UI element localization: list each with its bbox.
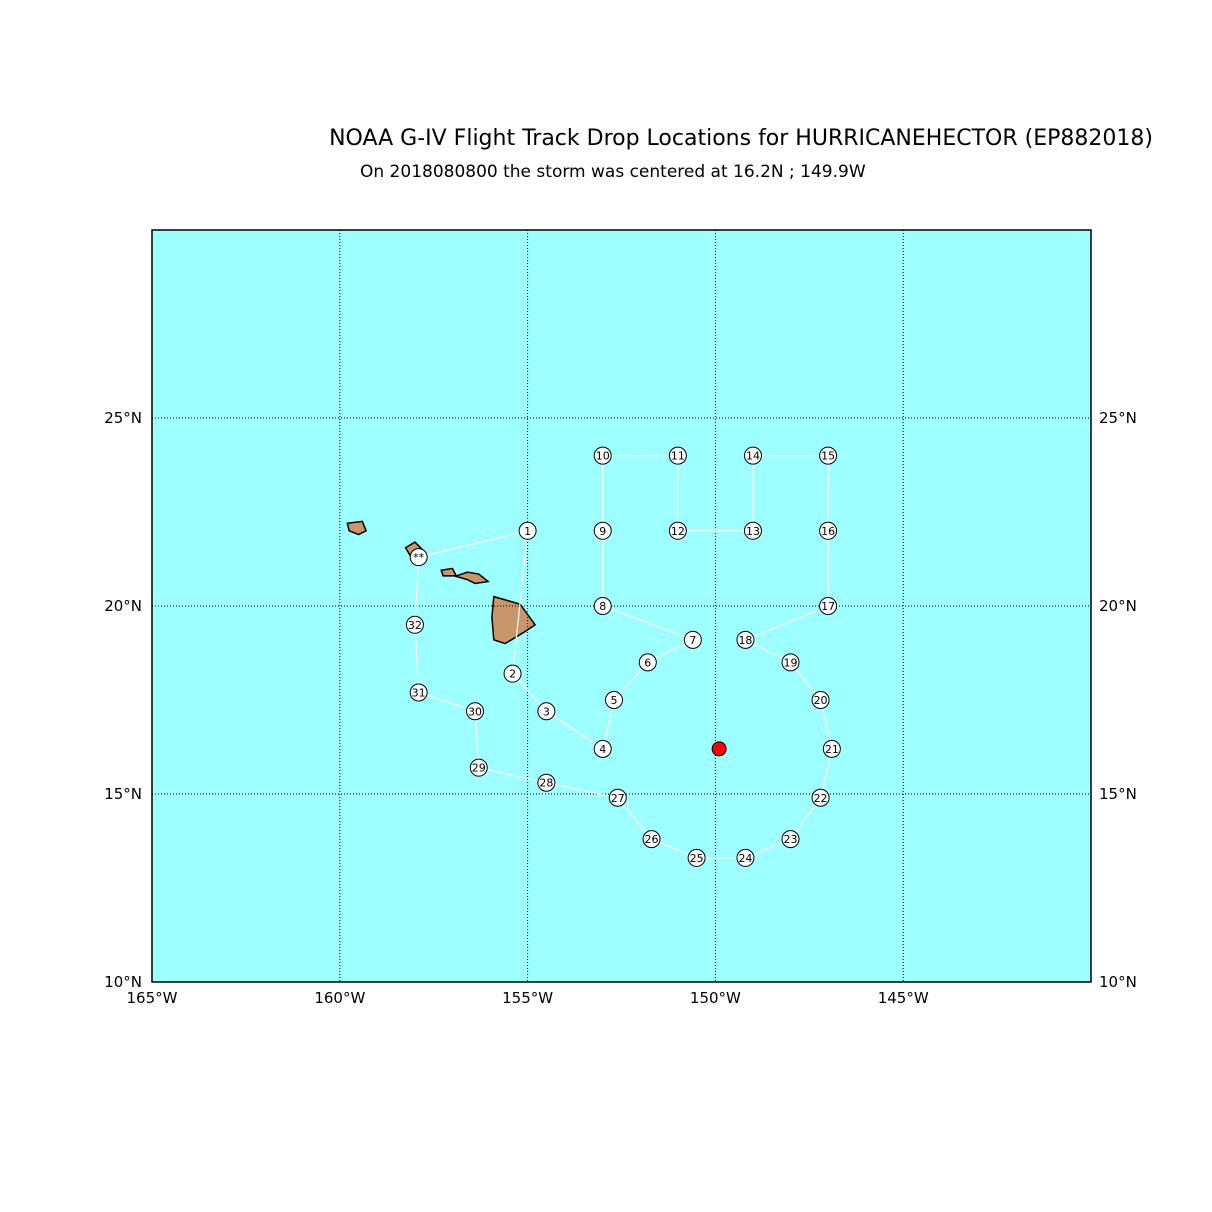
drop-point [608,788,627,807]
drop-label: 3 [543,705,550,718]
drop-point [537,702,556,721]
drop-point [811,691,830,709]
drop-label: 12 [671,525,685,538]
chart-subtitle: On 2018080800 the storm was centered at … [360,162,866,182]
drop-point [819,446,838,465]
island-molokai-maui [440,567,490,585]
lon-tick-label: 145°W [878,989,929,1007]
drop-label: 2 [509,668,516,681]
drop-point [811,788,830,807]
drop-point [405,615,424,634]
drop-label: 28 [539,777,553,790]
drop-label: 11 [671,450,685,463]
drop-label: 18 [738,634,752,647]
drop-label: 27 [611,792,625,805]
drop-point [537,773,556,792]
drop-label: 16 [821,525,835,538]
lon-tick-label: 160°W [314,989,365,1007]
lat-tick-label-left: 25°N [104,409,142,427]
flight-track [414,455,833,859]
drop-label: 23 [784,833,798,846]
drop-label: 6 [644,656,651,669]
drop-label: 31 [412,686,426,699]
drop-label: 25 [690,852,704,865]
drop-point [593,597,612,615]
storm-layer [711,741,727,757]
drop-point [683,630,702,649]
island-kauai [346,520,368,536]
drop-point [593,521,612,540]
drop-point [743,446,762,465]
drop-point [819,597,838,615]
drop-point [409,683,428,702]
drop-label: 15 [821,450,835,463]
drop-label: 29 [472,762,486,775]
drop-point [668,521,687,540]
lat-tick-label-left: 20°N [104,597,142,615]
lat-tick-label-left: 10°N [104,973,142,991]
lon-tick-label: 155°W [502,989,553,1007]
drop-point [822,739,841,758]
drop-point [736,848,755,867]
drop-point [638,653,657,672]
drop-label: 19 [784,656,798,669]
lat-tick-label-right: 15°N [1099,785,1137,803]
drop-label: 26 [645,833,659,846]
drop-point [687,848,706,867]
drop-point [518,521,537,540]
lon-tick-label: 150°W [690,989,741,1007]
drop-label: 22 [814,792,828,805]
lon-tick-label: 165°W [127,989,178,1007]
drop-label: 21 [825,743,839,756]
gridlines [152,230,1091,982]
storm-center-marker [711,741,727,757]
drop-point [743,521,762,540]
drop-label: 32 [408,619,422,632]
lat-tick-label-right: 20°N [1099,597,1137,615]
drop-point [593,739,612,758]
drop-point [781,830,800,849]
drop-label: 8 [599,600,606,613]
drop-label: 4 [599,743,606,756]
drop-label: 30 [468,705,482,718]
lat-tick-label-right: 25°N [1099,409,1137,427]
drop-label: 5 [610,694,617,707]
lat-tick-label-left: 15°N [104,785,142,803]
lat-tick-label-right: 10°N [1099,973,1137,991]
drop-label: 1 [524,525,531,538]
launch-marker-label: ** [413,551,425,564]
island-hawaii [491,595,537,645]
track-line [414,455,833,859]
drop-point [668,446,687,465]
axis-tick-labels: 165°W 160°W 155°W 150°W 145°W 10°N 10°N 15°N 15°… [104,409,1137,1007]
drop-label: 24 [738,852,752,865]
drop-point [819,521,838,540]
drop-label: 7 [689,634,696,647]
drop-label: 20 [814,694,828,707]
chart-title: NOAA G-IV Flight Track Drop Locations fo… [329,126,1153,151]
drop-point [604,691,623,709]
drop-label: 17 [821,600,835,613]
launch-marker-circle [409,548,428,567]
drop-label: 14 [746,450,760,463]
drop-point [781,653,800,672]
drop-point [736,630,755,649]
drop-point [466,702,485,721]
drop-label: 9 [599,525,606,538]
drop-label: 10 [596,450,610,463]
drop-point [503,664,522,683]
drop-point [642,830,661,849]
map-frame [151,229,1092,983]
drop-point [469,758,488,777]
drop-label: 13 [746,525,760,538]
drop-point [593,446,612,465]
